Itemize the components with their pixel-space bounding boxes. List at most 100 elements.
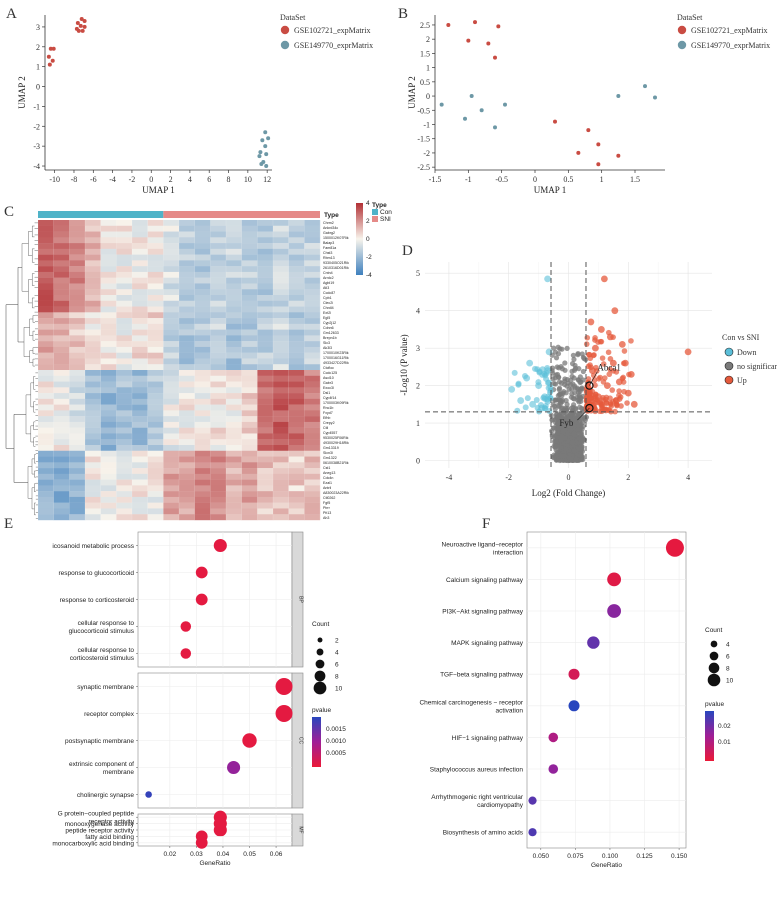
heatmap-cell — [147, 375, 164, 382]
heatmap-cell — [257, 341, 274, 348]
gene-label: Cdnn6 — [323, 326, 334, 330]
heatmap-cell — [38, 364, 54, 371]
pathway-dot — [548, 764, 559, 774]
heatmap-cell — [100, 266, 117, 273]
heatmap-cell — [273, 410, 289, 417]
heatmap-cell — [257, 237, 274, 244]
gene-label: Efhb — [323, 416, 330, 420]
heatmap-cell — [53, 289, 70, 296]
nonsig-point — [571, 448, 577, 454]
pathway-label: Biosynthesis of amino acids — [443, 830, 524, 837]
heatmap-cell — [85, 352, 101, 359]
heatmap-cell — [100, 381, 117, 388]
heatmap-cell — [241, 254, 258, 261]
x-tick-label: -0.5 — [495, 175, 508, 184]
heatmap-cell — [273, 427, 289, 434]
pathway-dot — [607, 572, 622, 587]
heatmap-cell — [304, 300, 321, 307]
heatmap-cell — [179, 439, 195, 446]
heatmap-cell — [241, 421, 258, 428]
heatmap-cell — [116, 381, 133, 388]
gene-label: Cyp4557 — [323, 431, 337, 435]
data-point — [48, 46, 53, 51]
heatmap-cell — [194, 404, 211, 411]
pathway-dot — [607, 604, 622, 618]
heatmap-cell — [132, 341, 148, 348]
heatmap-cell — [194, 329, 211, 336]
heatmap-cell — [179, 306, 195, 313]
heatmap-cell — [304, 341, 321, 348]
heatmap-cell — [147, 508, 164, 515]
nonsig-point — [569, 361, 576, 367]
heatmap-cell — [132, 433, 148, 440]
heatmap-cell — [210, 254, 227, 261]
term-dot — [195, 593, 208, 606]
heatmap-cell — [288, 508, 305, 515]
y-tick-label: 3 — [416, 344, 420, 353]
heatmap-cell — [38, 237, 54, 244]
heatmap-cell — [226, 271, 242, 278]
heatmap-cell — [100, 514, 117, 521]
heatmap-cell — [116, 491, 133, 498]
heatmap-cell — [241, 260, 258, 267]
gene-label: Pirrr — [323, 506, 331, 510]
heatmap-cell — [147, 243, 164, 250]
up-point — [621, 359, 629, 367]
heatmap-cell — [116, 364, 133, 371]
down-point — [517, 397, 525, 404]
heatmap-cell — [179, 398, 195, 405]
nonsig-point — [560, 429, 566, 435]
up-point — [609, 359, 617, 367]
heatmap-cell — [273, 508, 289, 515]
nonsig-point — [569, 439, 576, 446]
pathway-label: Neuroactive ligand−receptor — [442, 541, 524, 548]
color-legend-label: 0.0005 — [326, 750, 346, 757]
heatmap-cell — [194, 496, 211, 503]
heatmap-cell — [257, 450, 274, 457]
heatmap-cell — [163, 375, 180, 382]
heatmap-cell — [53, 248, 70, 255]
heatmap-cell — [69, 398, 86, 405]
heatmap-cell — [210, 231, 227, 238]
heatmap-cell — [147, 404, 164, 411]
heatmap-cell — [241, 243, 258, 250]
heatmap-cell — [116, 295, 133, 301]
heatmap-cell — [100, 346, 117, 353]
heatmap-cell — [194, 370, 211, 376]
heatmap-cell — [69, 312, 86, 319]
highlight-ring — [585, 403, 594, 413]
heatmap-cell — [257, 312, 274, 319]
up-point — [616, 392, 622, 399]
heatmap-cell — [226, 352, 242, 359]
pathway-dot — [528, 796, 537, 805]
heatmap-cell — [100, 254, 117, 261]
heatmap-cell — [226, 295, 242, 301]
data-point — [80, 28, 85, 33]
heatmap-cell — [194, 352, 211, 359]
heatmap-cell — [210, 271, 227, 278]
heatmap-cell — [38, 468, 54, 475]
heatmap-cell — [210, 410, 227, 417]
y-axis-title: -Log10 (P value) — [399, 334, 409, 395]
down-point — [515, 380, 522, 387]
data-point — [493, 55, 497, 60]
heatmap-cell — [304, 335, 321, 342]
heatmap-cell — [132, 370, 148, 376]
heatmap-cell — [257, 410, 274, 417]
heatmap-cell — [226, 387, 242, 394]
label-leader — [577, 407, 590, 421]
nonsig-point — [558, 437, 564, 443]
heatmap-cell — [147, 220, 164, 226]
heatmap-cell — [116, 479, 133, 486]
heatmap-cell — [38, 248, 54, 255]
annotation-bar-con — [38, 211, 164, 218]
up-point — [603, 394, 610, 401]
heatmap-cell — [85, 479, 101, 486]
heatmap-cell — [226, 398, 242, 405]
heatmap-cell — [241, 358, 258, 365]
heatmap-cell — [132, 323, 148, 330]
heatmap-cell — [179, 277, 195, 284]
heatmap-cell — [304, 462, 321, 469]
heatmap-cell — [179, 352, 195, 359]
